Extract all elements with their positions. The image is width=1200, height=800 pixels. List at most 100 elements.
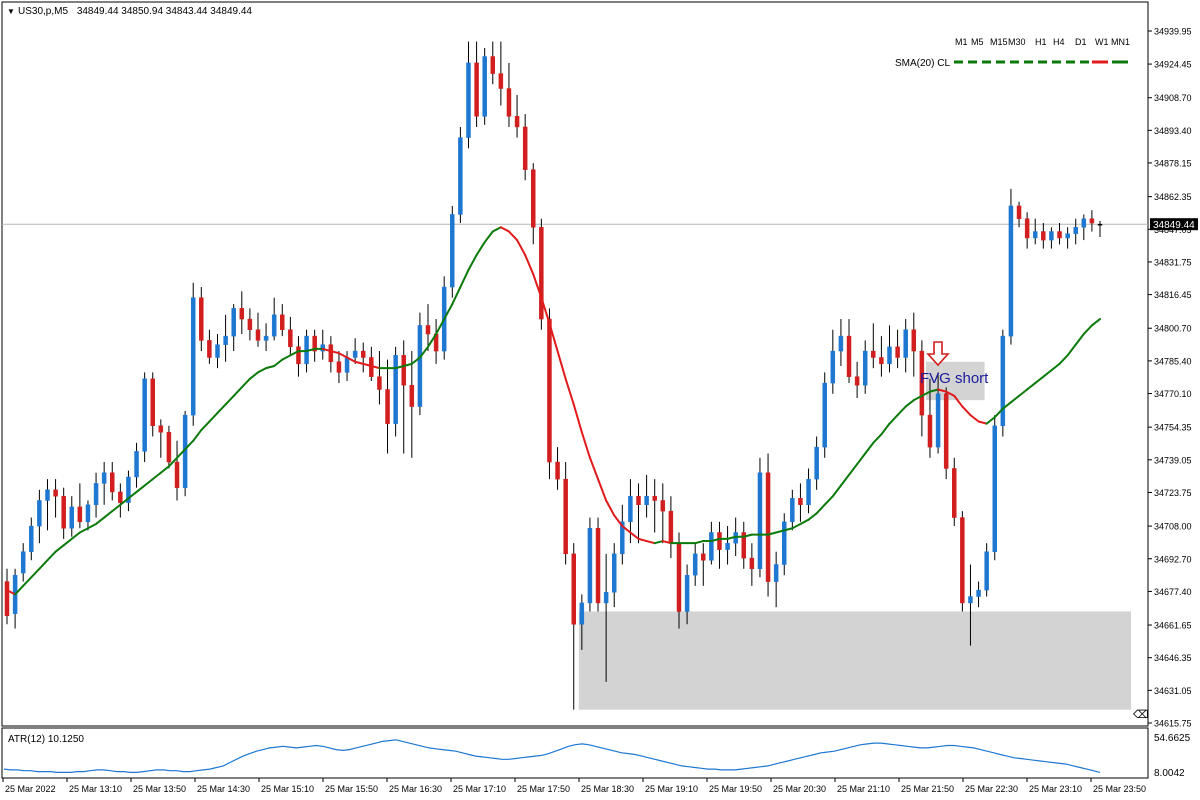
candle [498, 41, 504, 106]
bull-candle-body [611, 553, 617, 593]
candle [741, 521, 747, 569]
candles-layer [4, 41, 1103, 710]
time-tick-label: 25 Mar 13:50 [133, 784, 186, 794]
sma-segment-up [103, 510, 114, 519]
bull-candle-body [263, 335, 269, 341]
sma-segment-up [831, 484, 842, 498]
bear-candle-body [563, 478, 568, 555]
bear-candle-body [255, 329, 261, 341]
svg-text:US30,p,M5 34849.44 34850: US30,p,M5 34849.44 34850.94 34843.44 348… [18, 6, 252, 17]
candle [53, 479, 58, 518]
sma-segment-up [70, 531, 81, 540]
bull-candle-body [93, 483, 99, 505]
bear-candle-body [927, 414, 933, 448]
time-tick-label: 25 Mar 13:10 [69, 784, 122, 794]
sma-segment-up [807, 512, 818, 521]
candle [1049, 227, 1054, 249]
down-triangle-icon: ▼ [7, 7, 15, 16]
sma-segment-up [184, 439, 195, 451]
bear-candle-body [636, 495, 641, 505]
timeframe-w1[interactable]: W1 [1095, 37, 1109, 47]
candle [822, 372, 827, 458]
candle [984, 543, 989, 597]
sma-segment-up [864, 441, 875, 455]
bear-candle-body [539, 227, 544, 320]
candle [903, 319, 908, 373]
bull-candle-body [223, 335, 228, 345]
bull-candle-body [271, 314, 277, 337]
bear-candle-body [77, 506, 83, 523]
time-tick-label: 25 Mar 16:30 [389, 784, 442, 794]
bear-candle-body [239, 308, 245, 320]
scroll-shift-icon[interactable]: ⌫ [1133, 709, 1149, 721]
timeframe-h4[interactable]: H4 [1053, 37, 1065, 47]
bull-candle-body [806, 478, 811, 505]
sma-segment-down [637, 537, 648, 543]
timeframe-m5[interactable]: M5 [971, 37, 984, 47]
candle [660, 483, 666, 544]
atr-plot-frame [1, 727, 1149, 779]
timeframe-m1[interactable]: M1 [955, 37, 968, 47]
sma-segment-up [281, 354, 292, 361]
timeframe-strip[interactable]: M1 M5 M15 M30 H1 H4 D1 W1 MN1 [955, 37, 1130, 47]
candle [263, 323, 269, 352]
candle [814, 436, 819, 490]
sma-segment-up [912, 394, 923, 402]
timeframe-h1[interactable]: H1 [1035, 37, 1047, 47]
sma-segment-up [22, 576, 33, 587]
price-tick-label: 34646.35 [1154, 653, 1192, 663]
atr-line [3, 739, 1101, 773]
candle [61, 487, 66, 539]
candle [862, 340, 868, 394]
sma-segment-down [572, 403, 583, 434]
bull-candle-body [142, 378, 147, 452]
candle [377, 351, 382, 405]
sma-segment-up [1018, 388, 1029, 397]
sma-segment-up [1034, 375, 1045, 385]
doji-candle-body [1097, 223, 1103, 226]
bull-candle-body [684, 574, 690, 612]
price-tick-label: 34878.15 [1154, 158, 1192, 168]
candle [328, 336, 334, 373]
candle [320, 329, 326, 360]
bull-candle-body [968, 596, 973, 604]
candle [757, 457, 763, 578]
bull-candle-body [992, 425, 997, 552]
bull-candle-body [1065, 233, 1070, 239]
sma-segment-down [564, 377, 575, 406]
bull-candle-body [352, 350, 358, 358]
timeframe-m15[interactable]: M15 [990, 37, 1008, 47]
bear-candle-body [312, 335, 317, 352]
bear-candle-body [1057, 231, 1062, 239]
price-tick-label: 34754.35 [1154, 423, 1192, 433]
sma-segment-up [872, 433, 883, 444]
bull-candle-body [1000, 335, 1006, 427]
bull-candle-body [984, 551, 989, 591]
sma-segment-up [1058, 354, 1069, 365]
sma-segment-up [394, 365, 405, 370]
bull-candle-body [814, 446, 819, 480]
sma-segment-up [208, 411, 219, 423]
time-tick-label: 25 Mar 21:50 [901, 784, 954, 794]
bull-candle-body [458, 137, 463, 215]
bull-candle-body [215, 344, 220, 358]
sma-segment-up [815, 503, 826, 515]
price-tick-label: 34908.70 [1154, 93, 1192, 103]
bear-candle-body [571, 553, 576, 625]
timeframe-mn1[interactable]: MN1 [1111, 37, 1130, 47]
candle [466, 41, 471, 149]
sma-segment-up [30, 567, 41, 579]
candle [587, 517, 593, 612]
timeframe-d1[interactable]: D1 [1075, 37, 1087, 47]
candle [854, 361, 860, 399]
sma-segment-up [62, 537, 73, 547]
timeframe-m30[interactable]: M30 [1008, 37, 1026, 47]
bull-candle-body [45, 489, 50, 501]
candle [93, 472, 99, 518]
bear-candle-body [425, 325, 431, 335]
candle [239, 291, 245, 334]
bull-candle-body [29, 525, 34, 552]
sma-segment-up [119, 497, 130, 506]
chart-header: ▼ US30,p,M5 34849.44 34850.94 34843.44 3… [7, 6, 252, 17]
